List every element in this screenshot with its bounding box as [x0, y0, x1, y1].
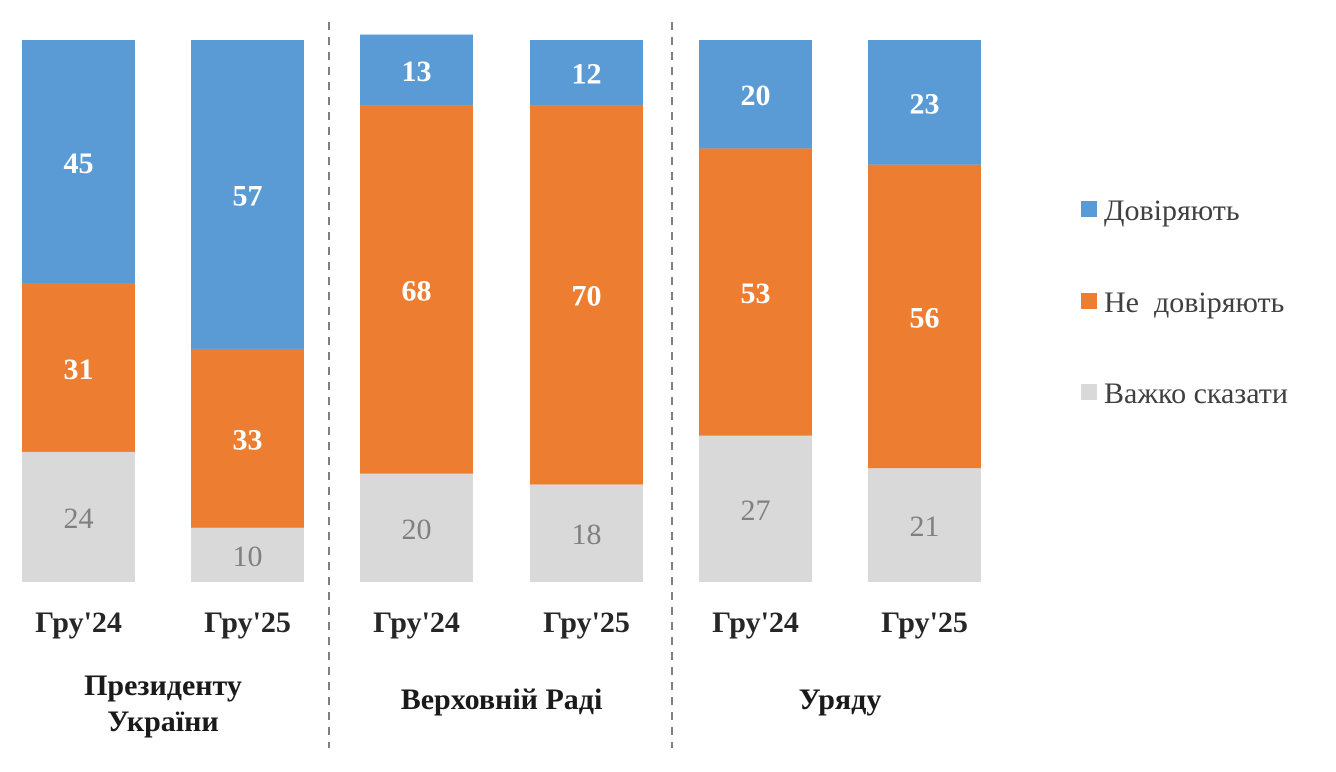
group-label: України — [107, 705, 218, 738]
data-label: 70 — [572, 280, 602, 313]
data-label: 53 — [741, 277, 771, 310]
bar-segment-hard-to-say — [191, 527, 304, 582]
data-label: 57 — [233, 179, 263, 212]
bar-segment-distrust — [360, 105, 473, 474]
bar-segment-trust — [530, 40, 643, 106]
group-label: Президенту — [84, 669, 242, 702]
x-tick-label: Гру'24 — [373, 606, 460, 639]
legend-label: Важко сказати — [1104, 377, 1288, 410]
legend-swatch — [1081, 384, 1097, 400]
data-label: 20 — [741, 79, 771, 112]
legend-swatch — [1081, 293, 1097, 309]
bar-segment-hard-to-say — [699, 435, 812, 582]
group-label: Верховній Раді — [401, 683, 603, 716]
data-label: 10 — [233, 540, 263, 573]
legend-label: Не довіряють — [1104, 286, 1284, 319]
legend-swatch — [1081, 201, 1097, 217]
bar-segment-distrust — [699, 148, 812, 436]
data-label: 31 — [64, 353, 94, 386]
bar-segment-trust — [699, 40, 812, 149]
data-label: 20 — [402, 513, 432, 546]
data-label: 24 — [64, 502, 94, 535]
data-label: 13 — [402, 55, 432, 88]
data-label: 18 — [572, 518, 602, 551]
bar-segment-trust — [360, 34, 473, 106]
bar-segment-distrust — [530, 105, 643, 485]
bar-segment-hard-to-say — [22, 451, 135, 582]
bar-segment-distrust — [868, 164, 981, 469]
x-tick-label: Гру'25 — [204, 606, 291, 639]
bar-segment-trust — [868, 40, 981, 165]
data-label: 12 — [572, 58, 602, 91]
bar-segment-trust — [191, 40, 304, 349]
legend-label: Довіряють — [1104, 194, 1240, 227]
data-label: 27 — [741, 494, 771, 527]
bar-segment-trust — [22, 40, 135, 284]
group-label: Уряду — [799, 683, 882, 716]
x-tick-label: Гру'25 — [881, 606, 968, 639]
x-tick-label: Гру'24 — [712, 606, 799, 639]
bar-segment-hard-to-say — [868, 468, 981, 582]
data-label: 45 — [64, 147, 94, 180]
bar-segment-distrust — [22, 283, 135, 452]
data-label: 23 — [910, 87, 940, 120]
x-tick-label: Гру'25 — [543, 606, 630, 639]
data-label: 68 — [402, 274, 432, 307]
bar-segment-distrust — [191, 348, 304, 528]
data-label: 33 — [233, 423, 263, 456]
bar-segment-hard-to-say — [360, 473, 473, 582]
bar-segment-hard-to-say — [530, 484, 643, 582]
data-label: 56 — [910, 301, 940, 334]
data-label: 21 — [910, 510, 940, 543]
x-tick-label: Гру'24 — [35, 606, 122, 639]
